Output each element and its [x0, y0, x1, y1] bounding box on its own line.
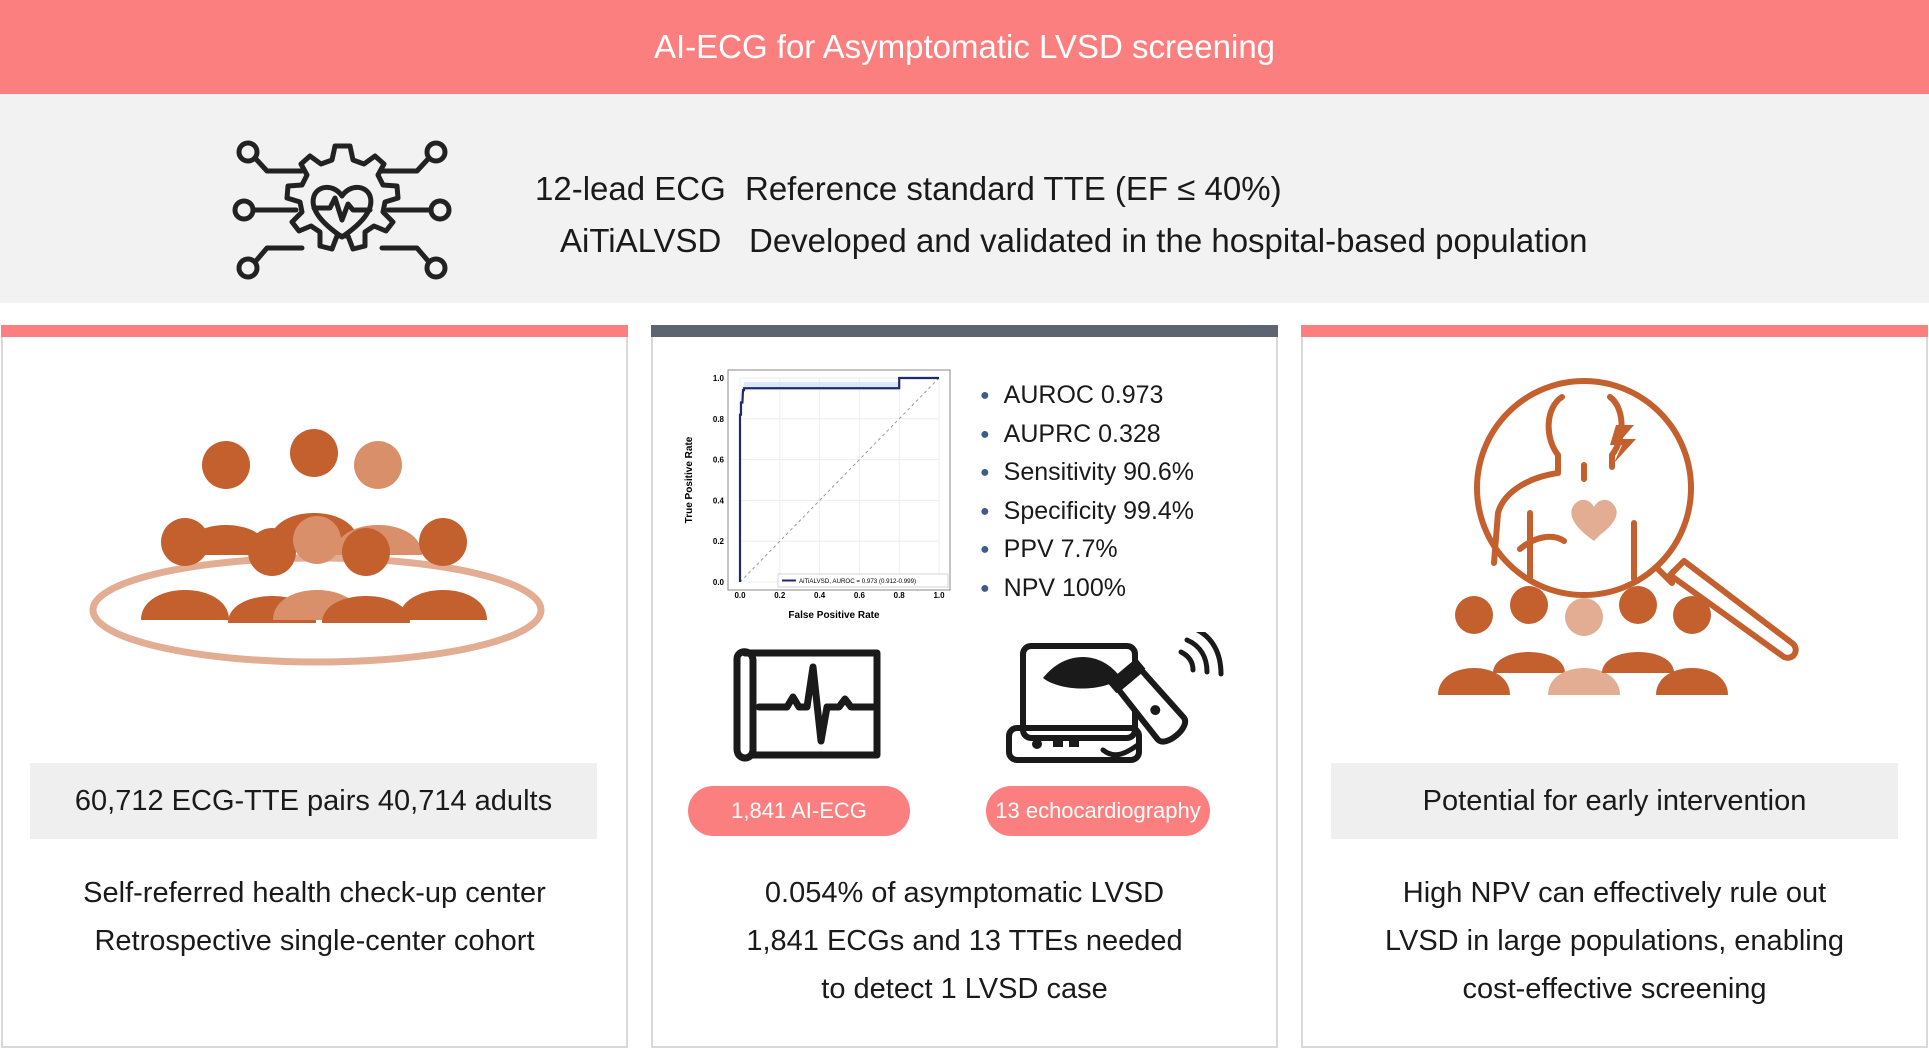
- people-group-icon: [89, 429, 545, 666]
- intervention-description: High NPV can effectively rule out LVSD i…: [1301, 869, 1928, 1013]
- roc-y-tick-label: 0.8: [713, 415, 725, 424]
- roc-x-tick-label: 1.0: [933, 591, 945, 600]
- intervention-box: Potential for early intervention: [1331, 763, 1898, 839]
- metric-item: ● AUPRC 0.328: [980, 415, 1194, 454]
- roc-chart: 0.0 0.2 0.4 0.6 0.8 1.0 0.0 0.2 0.4 0.6 0.8 1.0 Fal…: [684, 369, 951, 621]
- banner-reference-label: Reference standard TTE (EF ≤ 40%): [745, 170, 1282, 207]
- metric-item: ● AUROC 0.973: [980, 376, 1194, 415]
- magnifier-patient-icon: [1438, 378, 1799, 695]
- ultrasound-machine-icon: [1006, 632, 1224, 763]
- roc-x-axis-label: False Positive Rate: [788, 610, 880, 621]
- panel-accent-bar: [651, 325, 1278, 337]
- roc-y-tick-label: 0.6: [713, 456, 725, 465]
- roc-curve: [738, 376, 939, 582]
- roc-x-tick-label: 0.2: [774, 591, 786, 600]
- panel-accent-bar: [1301, 325, 1928, 337]
- page-title: AI-ECG for Asymptomatic LVSD screening: [0, 0, 1929, 94]
- banner-model-label: AiTiALVSD: [560, 222, 722, 259]
- roc-y-tick-label: 0.2: [713, 537, 725, 546]
- roc-y-tick-label: 0.4: [713, 496, 725, 505]
- performance-desc-line: to detect 1 LVSD case: [821, 973, 1108, 1005]
- roc-x-tick-label: 0.0: [734, 591, 746, 600]
- banner-ecg-label: 12-lead ECG: [535, 170, 726, 207]
- metric-text: NPV 100%: [1003, 573, 1126, 602]
- ecg-monitor-icon: [733, 648, 881, 762]
- bullet-icon: ●: [980, 579, 990, 597]
- metric-text: Sensitivity 90.6%: [1003, 458, 1195, 486]
- population-description: Self-referred health check-up center Ret…: [1, 869, 628, 965]
- echocardiography-count-pill: 13 echocardiography: [986, 786, 1210, 836]
- metric-item: ● NPV 100%: [980, 569, 1194, 608]
- roc-plot-area: [727, 369, 951, 591]
- bullet-icon: ●: [980, 387, 990, 405]
- metric-item: ● Sensitivity 90.6%: [980, 453, 1194, 492]
- ai-ecg-count-text: 1,841 AI-ECG: [731, 798, 867, 823]
- roc-y-axis-label: True Positive Rate: [684, 436, 695, 523]
- population-desc-line: Self-referred health check-up center: [83, 877, 546, 909]
- roc-x-tick-label: 0.8: [894, 591, 906, 600]
- bullet-icon: ●: [980, 502, 990, 520]
- intervention-desc-line: cost-effective screening: [1462, 973, 1767, 1005]
- intervention-desc-line: LVSD in large populations, enabling: [1385, 925, 1844, 957]
- roc-confidence-band: [743, 382, 900, 391]
- metric-item: ● Specificity 99.4%: [980, 492, 1194, 531]
- panel-accent-bar: [1, 325, 628, 337]
- metric-text: Specificity 99.4%: [1003, 496, 1195, 525]
- metrics-list: ● AUROC 0.973 ● AUPRC 0.328 ● Sensitivity 9…: [980, 376, 1194, 607]
- performance-desc-line: 0.054% of asymptomatic LVSD: [764, 877, 1165, 909]
- metric-text: AUROC 0.973: [1003, 381, 1164, 409]
- roc-y-tick-label: 0.0: [713, 578, 725, 587]
- ai-ecg-count-pill: 1,841 AI-ECG: [688, 786, 910, 836]
- bullet-icon: ●: [980, 464, 990, 482]
- bullet-icon: ●: [980, 541, 990, 559]
- population-count-box: 60,712 ECG-TTE pairs 40,714 adults: [30, 763, 597, 839]
- performance-description: 0.054% of asymptomatic LVSD 1,841 ECGs a…: [651, 869, 1278, 1013]
- metric-text: PPV 7.7%: [1003, 535, 1118, 563]
- intervention-box-text: Potential for early intervention: [1422, 784, 1807, 817]
- bullet-icon: ●: [980, 425, 990, 443]
- roc-y-tick-label: 1.0: [713, 374, 725, 383]
- population-desc-line: Retrospective single-center cohort: [94, 925, 535, 957]
- metric-text: AUPRC 0.328: [1003, 419, 1161, 448]
- echocardiography-count-text: 13 echocardiography: [995, 798, 1201, 823]
- roc-x-tick-label: 0.6: [854, 591, 866, 600]
- gear-heart-network-icon: [232, 140, 452, 280]
- intervention-desc-line: High NPV can effectively rule out: [1402, 877, 1827, 909]
- banner-development-label: Developed and validated in the hospital-…: [749, 222, 1588, 259]
- roc-x-tick-label: 0.4: [814, 591, 826, 600]
- population-count-text: 60,712 ECG-TTE pairs 40,714 adults: [74, 784, 553, 817]
- performance-desc-line: 1,841 ECGs and 13 TTEs needed: [746, 925, 1183, 957]
- metric-item: ● PPV 7.7%: [980, 530, 1194, 569]
- roc-legend-text: AiTiALVSD, AUROC = 0.973 (0.912-0.999): [799, 578, 916, 585]
- roc-legend-box: [777, 573, 949, 588]
